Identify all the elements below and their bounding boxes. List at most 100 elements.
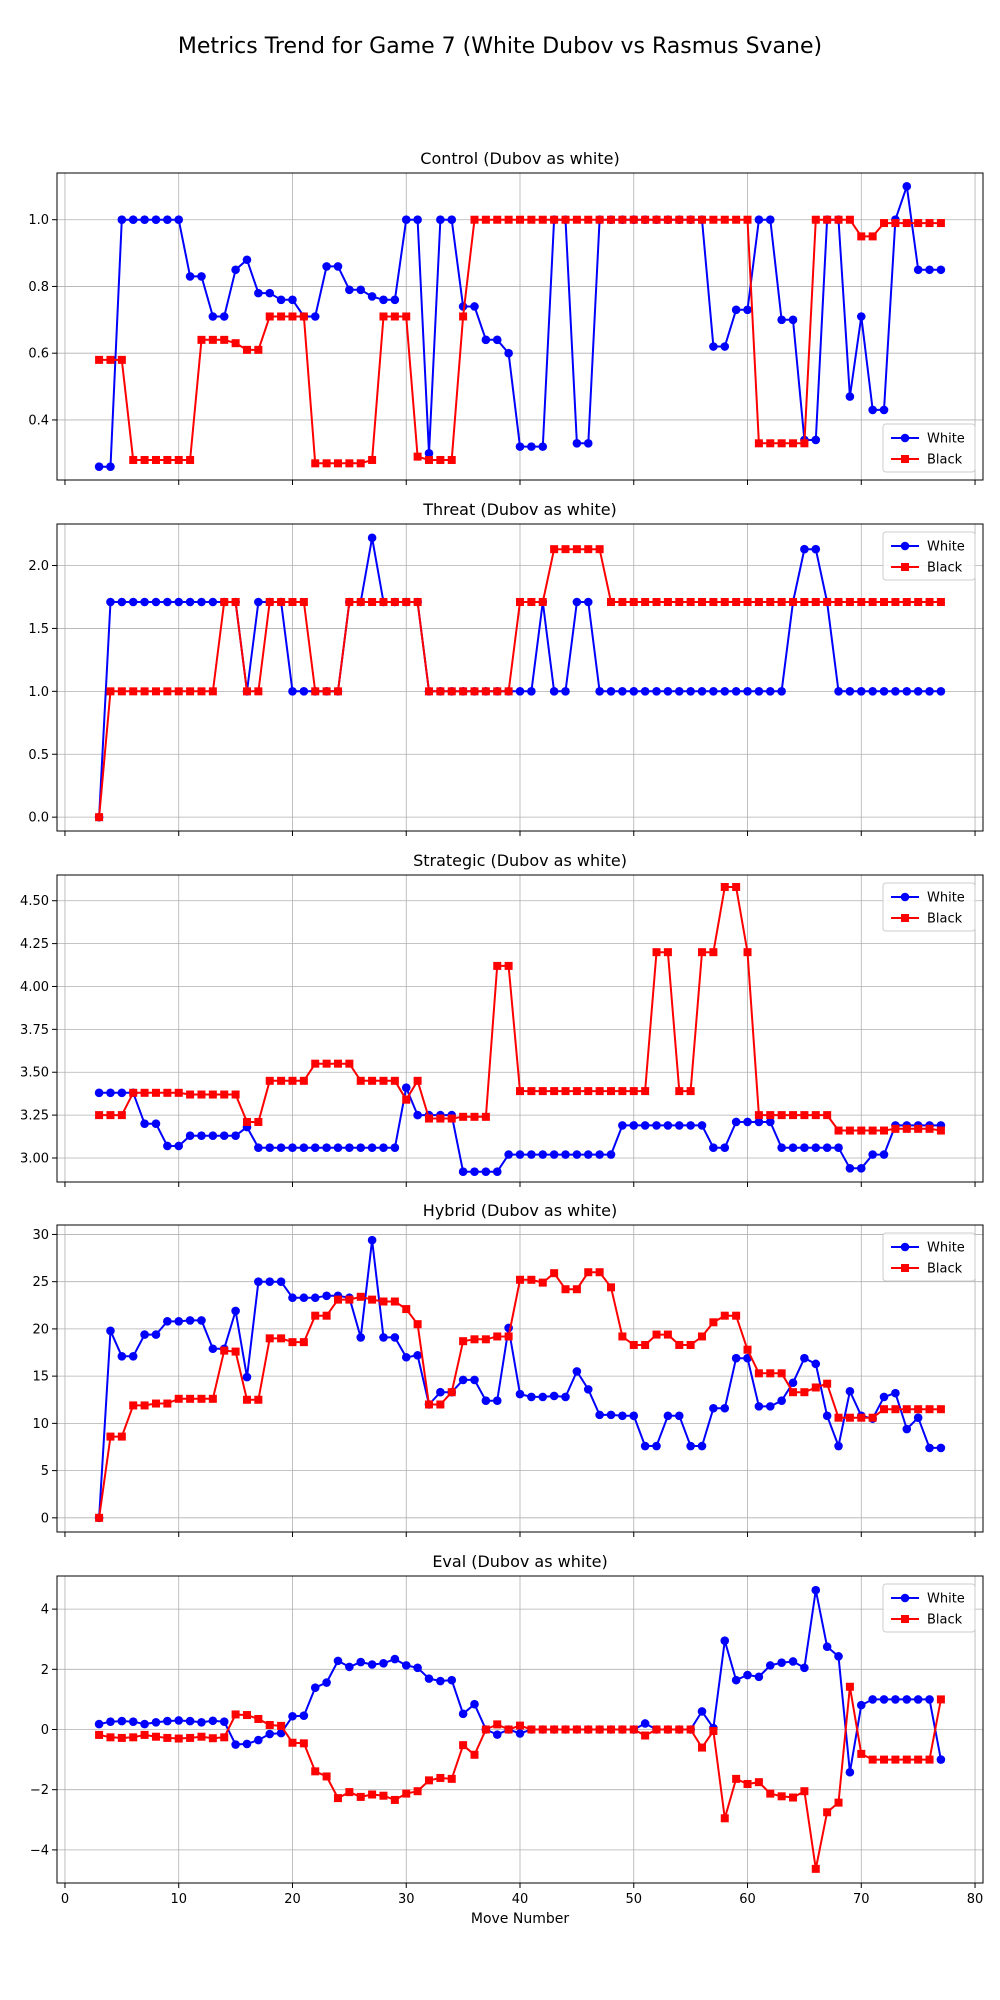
data-point-black bbox=[413, 1076, 422, 1085]
x-tick-label: 40 bbox=[512, 1892, 529, 1907]
data-point-white bbox=[652, 1441, 661, 1451]
data-point-black bbox=[811, 1383, 820, 1392]
data-point-black bbox=[117, 687, 126, 696]
data-point-black bbox=[333, 459, 342, 468]
data-point-white bbox=[401, 215, 411, 225]
data-point-black bbox=[743, 598, 752, 607]
data-point-white bbox=[197, 1717, 206, 1727]
x-tick-label: 30 bbox=[398, 1892, 415, 1907]
data-point-black bbox=[277, 312, 286, 321]
data-point-white bbox=[606, 1150, 616, 1159]
data-point-white bbox=[709, 1403, 718, 1413]
data-point-white bbox=[242, 255, 252, 265]
data-point-black bbox=[914, 1755, 923, 1764]
data-point-white bbox=[265, 288, 275, 298]
data-point-black bbox=[766, 1789, 775, 1798]
data-point-black bbox=[208, 335, 217, 344]
data-point-black bbox=[641, 1087, 650, 1096]
legend-marker-white bbox=[900, 892, 910, 902]
data-point-black bbox=[163, 687, 172, 696]
data-point-black bbox=[356, 459, 365, 468]
data-point-black bbox=[572, 1285, 581, 1294]
data-point-white bbox=[925, 687, 934, 696]
x-tick-label: 10 bbox=[170, 1892, 187, 1907]
data-point-white bbox=[333, 1656, 343, 1666]
data-point-black bbox=[106, 1111, 115, 1120]
data-point-white bbox=[515, 1389, 525, 1399]
data-point-black bbox=[220, 598, 229, 607]
data-point-black bbox=[197, 687, 206, 696]
data-point-white bbox=[140, 215, 149, 225]
data-point-black bbox=[390, 1297, 399, 1306]
data-point-white bbox=[288, 1711, 297, 1721]
data-point-black bbox=[174, 687, 183, 696]
data-point-white bbox=[197, 597, 206, 607]
y-tick-label: 10 bbox=[32, 1417, 49, 1432]
y-tick-label: 3.50 bbox=[20, 1066, 49, 1081]
data-point-black bbox=[561, 1087, 570, 1096]
data-point-white bbox=[618, 687, 627, 696]
data-point-black bbox=[698, 215, 707, 224]
data-point-black bbox=[95, 1513, 104, 1522]
data-point-white bbox=[913, 1695, 923, 1704]
data-point-white bbox=[140, 597, 149, 607]
data-point-black bbox=[231, 598, 240, 607]
data-point-black bbox=[186, 687, 195, 696]
data-point-black bbox=[936, 598, 945, 607]
data-point-black bbox=[493, 961, 502, 970]
data-point-black bbox=[845, 598, 854, 607]
data-point-black bbox=[402, 1789, 411, 1798]
data-point-black bbox=[834, 1126, 843, 1135]
data-point-black bbox=[459, 312, 468, 321]
data-point-white bbox=[845, 392, 855, 401]
data-point-white bbox=[777, 687, 786, 696]
data-point-black bbox=[584, 1087, 593, 1096]
data-point-black bbox=[333, 1059, 342, 1068]
data-point-black bbox=[823, 598, 832, 607]
data-point-black bbox=[265, 1076, 274, 1085]
data-point-black bbox=[538, 1725, 547, 1734]
data-point-white bbox=[174, 1716, 184, 1725]
data-point-black bbox=[732, 1774, 741, 1783]
data-point-black bbox=[584, 1725, 593, 1734]
data-point-black bbox=[868, 1126, 877, 1135]
data-point-black bbox=[129, 1733, 138, 1742]
data-point-white bbox=[197, 1131, 206, 1140]
data-point-white bbox=[413, 1663, 422, 1673]
data-point-black bbox=[902, 598, 911, 607]
legend-marker-white bbox=[900, 1593, 910, 1603]
y-tick-label: 4.25 bbox=[20, 937, 49, 952]
data-point-white bbox=[163, 597, 172, 607]
data-point-white bbox=[106, 1088, 115, 1098]
data-point-white bbox=[856, 687, 866, 696]
data-point-black bbox=[197, 1090, 206, 1099]
data-point-black bbox=[936, 219, 945, 228]
data-point-black bbox=[504, 215, 513, 224]
data-point-black bbox=[550, 1087, 559, 1096]
data-point-black bbox=[174, 455, 183, 464]
data-point-white bbox=[367, 1235, 377, 1245]
data-point-black bbox=[413, 1320, 422, 1329]
data-point-white bbox=[128, 597, 138, 607]
data-point-black bbox=[197, 335, 206, 344]
x-tick-label: 80 bbox=[967, 1892, 984, 1907]
data-point-white bbox=[515, 1150, 525, 1159]
data-point-black bbox=[402, 1095, 411, 1104]
chart-title: Eval (Dubov as white) bbox=[432, 1552, 607, 1571]
data-point-black bbox=[436, 1114, 445, 1123]
data-point-white bbox=[231, 1740, 240, 1749]
data-point-white bbox=[561, 687, 570, 696]
data-point-black bbox=[140, 455, 149, 464]
data-point-black bbox=[106, 1432, 115, 1441]
data-point-black bbox=[527, 1087, 536, 1096]
data-point-white bbox=[163, 1317, 172, 1326]
data-point-white bbox=[902, 1424, 912, 1434]
data-point-black bbox=[732, 883, 741, 892]
data-point-black bbox=[595, 1268, 604, 1277]
data-point-white bbox=[458, 1167, 468, 1177]
data-point-white bbox=[219, 312, 229, 321]
data-point-white bbox=[731, 1117, 741, 1127]
data-point-black bbox=[174, 1734, 183, 1743]
data-point-black bbox=[868, 598, 877, 607]
data-point-black bbox=[459, 1112, 468, 1121]
